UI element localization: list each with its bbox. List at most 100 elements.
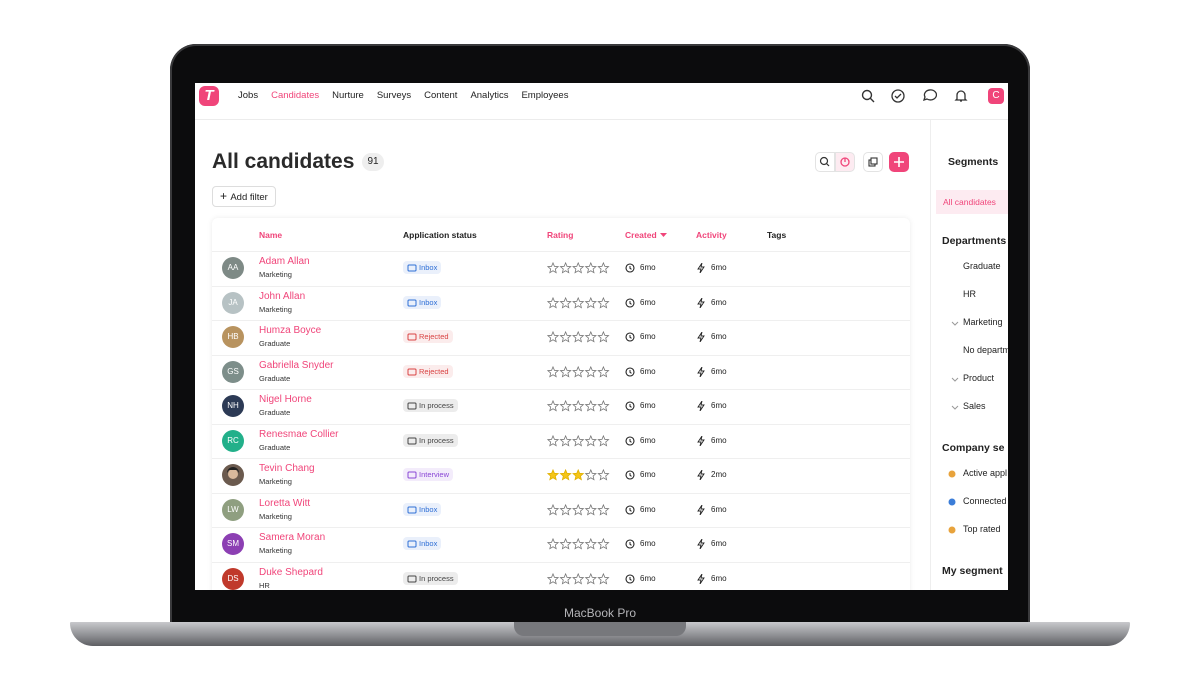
bolt-shape: [697, 539, 705, 549]
candidate-name[interactable]: Gabriella Snyder: [259, 359, 334, 371]
clock-hands: [629, 576, 632, 581]
candidate-name[interactable]: Tevin Chang: [259, 463, 315, 474]
candidate-name[interactable]: Humza Boyce: [259, 325, 322, 336]
clock-icon: [625, 435, 635, 446]
rating-star: [572, 572, 585, 585]
segment-item[interactable]: Top rated: [963, 524, 1001, 534]
status-badge: Interview: [403, 468, 454, 481]
nav-item[interactable]: Surveys: [376, 90, 412, 101]
rating-star: [559, 434, 572, 447]
photo-hair: [227, 467, 239, 473]
status-badge: In process: [403, 399, 458, 412]
clock-icon: [625, 539, 635, 549]
status-icon: [407, 506, 417, 513]
status-icon-shape: [407, 333, 417, 341]
activity-time: 6mo: [696, 573, 727, 584]
status-icon: [407, 471, 417, 479]
rating-star: [559, 262, 572, 274]
status-icon-shape: [407, 264, 417, 272]
candidate-department: Graduate: [259, 339, 291, 348]
bolt-icon: [697, 332, 705, 342]
rating-star: [584, 365, 597, 378]
candidate-name[interactable]: Duke Shepard: [259, 566, 323, 578]
candidate-department: Marketing: [259, 546, 292, 555]
clock-hands: [629, 369, 632, 374]
column-header[interactable]: Rating: [547, 230, 574, 240]
clock-face: [625, 332, 635, 342]
segment-item[interactable]: Connected: [963, 496, 1007, 506]
rating-star: [597, 296, 610, 309]
nav-item[interactable]: Candidates: [271, 90, 320, 101]
candidate-name[interactable]: Renesmae Collier: [259, 428, 339, 440]
candidate-avatar: SM: [222, 533, 244, 555]
copy-glyph: [868, 157, 878, 167]
nav-item[interactable]: Content: [424, 90, 458, 101]
copy-button[interactable]: [863, 152, 883, 172]
candidate-name[interactable]: Samera Moran: [259, 532, 326, 543]
status-icon: [407, 437, 417, 444]
segment-item[interactable]: Product: [963, 373, 995, 383]
column-header[interactable]: Created: [625, 230, 668, 240]
rating-star: [547, 434, 560, 447]
activity-time: 6mo: [696, 263, 727, 273]
activity-time: 6mo: [696, 401, 727, 411]
add-filter-button[interactable]: + Add filter: [212, 186, 276, 207]
search-icon[interactable]: [860, 88, 876, 104]
nav-item[interactable]: Jobs: [238, 90, 259, 101]
user-avatar[interactable]: C: [988, 88, 1004, 104]
status-badge: Inbox: [403, 537, 442, 550]
segment-icon: [948, 498, 956, 506]
column-header[interactable]: Name: [259, 230, 283, 240]
nav-item[interactable]: Analytics: [470, 90, 509, 101]
row-divider: [212, 251, 910, 252]
logo[interactable]: T: [199, 86, 219, 106]
section-title: Company se: [942, 442, 1005, 454]
candidate-name[interactable]: Nigel Horne: [259, 394, 312, 405]
chart-button[interactable]: [835, 152, 855, 172]
search-button[interactable]: [815, 152, 835, 172]
nav-item[interactable]: Nurture: [332, 90, 364, 101]
segment-item[interactable]: No departm: [963, 345, 1008, 355]
row-divider: [212, 492, 910, 494]
nav-item[interactable]: Employees: [521, 90, 569, 101]
candidate-name[interactable]: Adam Allan: [259, 256, 310, 267]
sort-arrow-shape: [659, 233, 667, 237]
created-time: 6mo: [625, 263, 656, 273]
segments-sidebar: Segments All candidates Departments Gradu…: [930, 120, 1008, 590]
chat-icon[interactable]: [921, 88, 937, 104]
rating-star: [584, 400, 597, 412]
clock-hands: [629, 473, 632, 477]
clock-face: [625, 573, 635, 584]
rating-star: [547, 262, 560, 274]
candidate-name[interactable]: Loretta Witt: [259, 497, 311, 509]
rating-star: [559, 400, 572, 412]
rating-star: [559, 572, 572, 585]
selected-segment[interactable]: All candidates: [936, 190, 1008, 214]
activity-time: 2mo: [696, 470, 727, 480]
segment-item[interactable]: Sales: [963, 401, 986, 411]
activity-time: 6mo: [696, 504, 727, 515]
rating-star: [559, 469, 572, 481]
clock-face: [625, 297, 635, 308]
bolt-icon: [697, 470, 705, 480]
segment-item[interactable]: HR: [963, 289, 976, 299]
tasks-icon[interactable]: [890, 88, 906, 104]
candidate-name[interactable]: John Allan: [259, 290, 306, 302]
clock-face: [625, 263, 635, 273]
segment-icon: [950, 346, 960, 356]
clock-icon: [625, 263, 635, 273]
nav-bar: T Jobs Candidates Nurture Surveys Content Ana…: [195, 83, 1008, 120]
add-button[interactable]: [889, 152, 909, 172]
segment-item[interactable]: Graduate: [963, 261, 1001, 271]
segment-item[interactable]: Active appl: [963, 468, 1008, 478]
candidate-avatar: RC: [222, 429, 244, 452]
segment-icon: [948, 526, 956, 534]
column-header[interactable]: Activity: [696, 230, 727, 240]
bell-icon[interactable]: [953, 88, 969, 104]
rating-star: [597, 262, 610, 274]
rating-star: [584, 296, 597, 309]
status-icon-shape: [407, 540, 417, 548]
rating-star: [597, 365, 610, 378]
segment-item[interactable]: Marketing: [963, 317, 1003, 327]
